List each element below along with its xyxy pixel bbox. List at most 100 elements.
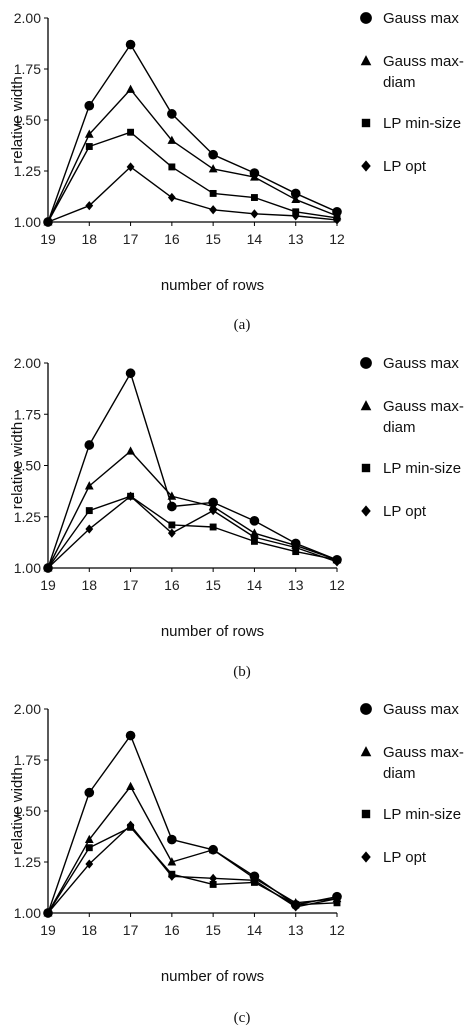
legend-marker-circle	[360, 12, 372, 24]
x-tick-label: 13	[288, 922, 304, 938]
x-tick-label: 18	[81, 577, 97, 593]
x-tick-label: 16	[164, 922, 180, 938]
series-line-square	[47, 131, 338, 223]
data-point-triangle	[250, 528, 259, 537]
x-tick-label: 17	[123, 922, 139, 938]
data-point-square	[209, 880, 217, 888]
data-point-diamond	[333, 894, 341, 904]
y-tick-label: 1.75	[14, 406, 41, 422]
x-tick-label: 17	[123, 577, 139, 593]
y-tick-label: 2.00	[14, 701, 41, 717]
legend-label: diam	[383, 419, 416, 436]
y-tick-label: 1.00	[14, 560, 41, 576]
data-point-square	[168, 521, 176, 529]
legend-label: LP min-size	[383, 806, 461, 823]
data-point-triangle	[126, 781, 135, 790]
chart-panel-3: 1.00 1.25 1.50 1.75 2.00 19 18 17 16 15 14 13 12 numb…	[9, 701, 464, 1026]
data-point-diamond	[291, 211, 300, 221]
series-line-circle	[47, 372, 338, 569]
series-line-circle	[47, 734, 338, 914]
y-tick-label: 2.00	[14, 10, 41, 26]
x-tick-label: 12	[329, 231, 345, 247]
legend-label: Gauss max-	[383, 744, 464, 761]
data-point-triangle	[84, 481, 94, 490]
x-tick-label: 14	[247, 577, 263, 593]
y-tick-label: 1.50	[14, 803, 41, 819]
legend-label: Gauss max	[383, 10, 459, 27]
data-point-diamond	[167, 192, 176, 203]
legend-marker-square	[361, 809, 371, 819]
data-point-circle	[84, 100, 95, 111]
chart-panel-2: 1.00 1.25 1.50 1.75 2.00 19 18 17 16 15 14 13 12 numb…	[9, 355, 464, 680]
data-point-triangle	[208, 501, 218, 510]
y-tick-label: 1.50	[14, 112, 41, 128]
data-point-square	[85, 844, 93, 852]
x-tick-label: 13	[288, 577, 304, 593]
series-line-square	[47, 495, 338, 569]
series-line-diamond	[47, 495, 338, 569]
legend-label: LP opt	[383, 158, 427, 175]
x-tick-label: 16	[164, 577, 180, 593]
series-line-triangle	[47, 450, 338, 569]
data-point-diamond	[126, 162, 135, 172]
data-point-square	[127, 128, 135, 136]
legend-marker-triangle	[360, 746, 372, 757]
y-axis-label: relative width	[9, 422, 26, 510]
legend-marker-square	[361, 463, 371, 473]
data-point-circle	[84, 440, 95, 450]
chart-panel-1: 1.00 1.25 1.50 1.75 2.00 19 18 17 16 15 14 13 12 numb…	[9, 10, 464, 333]
data-point-circle	[125, 730, 136, 741]
data-point-diamond	[250, 875, 259, 885]
legend-marker-circle	[360, 703, 372, 715]
data-point-triangle	[250, 172, 259, 181]
data-point-diamond	[209, 205, 218, 215]
data-point-diamond	[167, 528, 176, 538]
x-tick-label: 15	[205, 577, 221, 593]
data-point-circle	[167, 834, 177, 845]
data-point-diamond	[44, 908, 52, 918]
series-line-triangle	[47, 88, 338, 223]
data-point-diamond	[291, 542, 300, 553]
data-point-circle	[290, 188, 301, 199]
x-axis-label: number of rows	[161, 623, 264, 640]
legend-label: diam	[383, 74, 416, 91]
figure-caption: (b)	[233, 664, 251, 680]
data-point-diamond	[291, 902, 300, 912]
data-point-circle	[125, 368, 136, 379]
series-line-diamond	[47, 824, 338, 914]
legend-label: LP min-size	[383, 115, 461, 132]
y-tick-label: 1.00	[14, 905, 41, 921]
data-point-square	[168, 163, 176, 171]
data-point-diamond	[209, 506, 218, 516]
data-point-circle	[249, 516, 260, 526]
x-tick-label: 15	[205, 231, 221, 247]
legend-marker-diamond	[361, 160, 371, 172]
y-tick-label: 1.50	[14, 458, 41, 474]
legend-label: Gauss max	[383, 701, 459, 718]
data-point-diamond	[333, 557, 341, 567]
legend-label: LP opt	[383, 849, 427, 866]
x-tick-label: 12	[329, 577, 345, 593]
legend-marker-diamond	[361, 505, 371, 517]
series-line-diamond	[47, 166, 338, 223]
data-point-triangle	[126, 446, 135, 455]
data-point-diamond	[44, 563, 52, 573]
data-point-square	[85, 507, 93, 515]
data-point-circle	[125, 39, 136, 50]
figure-caption: (a)	[234, 317, 251, 333]
data-point-triangle	[167, 857, 177, 866]
data-point-diamond	[333, 215, 341, 225]
x-tick-label: 14	[247, 231, 263, 247]
y-axis-label: relative width	[9, 767, 26, 855]
data-point-circle	[208, 149, 218, 160]
x-axis-label: number of rows	[161, 968, 264, 985]
data-point-diamond	[167, 871, 176, 881]
x-tick-label: 18	[81, 231, 97, 247]
legend-marker-diamond	[361, 851, 371, 863]
series-line-square	[47, 826, 338, 914]
data-point-diamond	[85, 201, 94, 211]
x-tick-label: 12	[329, 922, 345, 938]
x-tick-label: 19	[40, 231, 56, 247]
data-point-diamond	[126, 491, 135, 501]
